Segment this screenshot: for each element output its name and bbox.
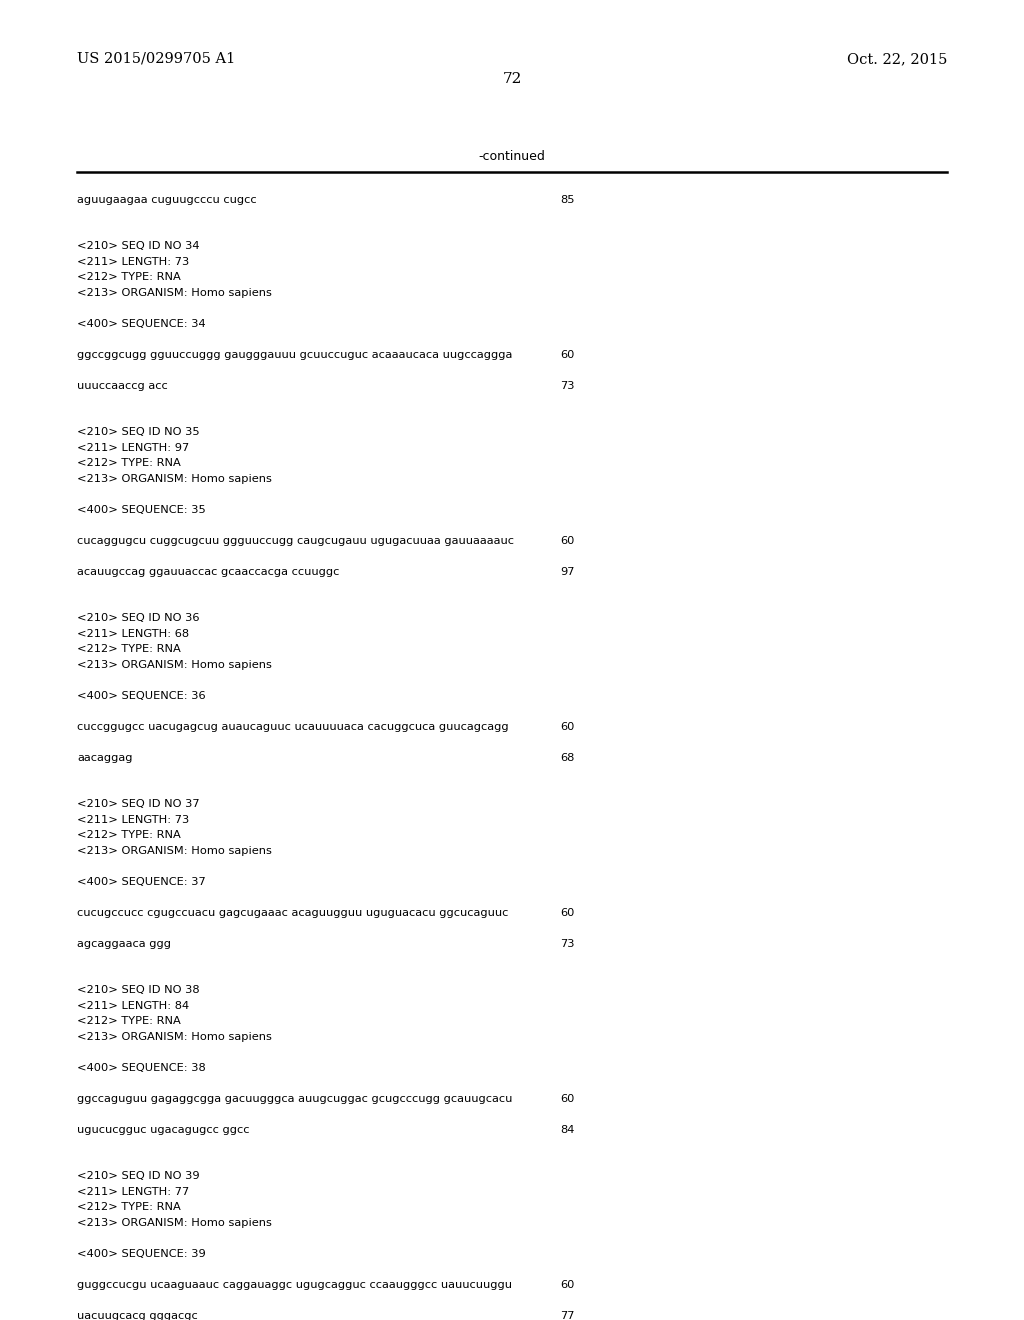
Text: <400> SEQUENCE: 39: <400> SEQUENCE: 39 xyxy=(77,1249,206,1259)
Text: <400> SEQUENCE: 37: <400> SEQUENCE: 37 xyxy=(77,876,206,887)
Text: 68: 68 xyxy=(560,752,574,763)
Text: <400> SEQUENCE: 34: <400> SEQUENCE: 34 xyxy=(77,319,206,329)
Text: <213> ORGANISM: Homo sapiens: <213> ORGANISM: Homo sapiens xyxy=(77,660,272,671)
Text: <210> SEQ ID NO 37: <210> SEQ ID NO 37 xyxy=(77,800,200,809)
Text: aguugaagaa cuguugcccu cugcc: aguugaagaa cuguugcccu cugcc xyxy=(77,195,257,205)
Text: US 2015/0299705 A1: US 2015/0299705 A1 xyxy=(77,51,236,66)
Text: <211> LENGTH: 77: <211> LENGTH: 77 xyxy=(77,1187,189,1197)
Text: 72: 72 xyxy=(503,73,521,86)
Text: <210> SEQ ID NO 38: <210> SEQ ID NO 38 xyxy=(77,986,200,995)
Text: uuuccaaccg acc: uuuccaaccg acc xyxy=(77,381,168,391)
Text: <212> TYPE: RNA: <212> TYPE: RNA xyxy=(77,272,181,282)
Text: 73: 73 xyxy=(560,939,574,949)
Text: 77: 77 xyxy=(560,1311,574,1320)
Text: <211> LENGTH: 68: <211> LENGTH: 68 xyxy=(77,630,189,639)
Text: 60: 60 xyxy=(560,350,574,360)
Text: 60: 60 xyxy=(560,536,574,546)
Text: <212> TYPE: RNA: <212> TYPE: RNA xyxy=(77,1016,181,1027)
Text: agcaggaaca ggg: agcaggaaca ggg xyxy=(77,939,171,949)
Text: <211> LENGTH: 97: <211> LENGTH: 97 xyxy=(77,444,189,453)
Text: Oct. 22, 2015: Oct. 22, 2015 xyxy=(847,51,947,66)
Text: uacuugcacg gggacgc: uacuugcacg gggacgc xyxy=(77,1311,198,1320)
Text: <210> SEQ ID NO 39: <210> SEQ ID NO 39 xyxy=(77,1172,200,1181)
Text: <400> SEQUENCE: 38: <400> SEQUENCE: 38 xyxy=(77,1063,206,1073)
Text: <211> LENGTH: 73: <211> LENGTH: 73 xyxy=(77,814,189,825)
Text: ggccggcugg gguuccuggg gaugggauuu gcuuccuguc acaaaucaca uugccaggga: ggccggcugg gguuccuggg gaugggauuu gcuuccu… xyxy=(77,350,512,360)
Text: <213> ORGANISM: Homo sapiens: <213> ORGANISM: Homo sapiens xyxy=(77,1032,272,1041)
Text: <210> SEQ ID NO 35: <210> SEQ ID NO 35 xyxy=(77,428,200,437)
Text: 84: 84 xyxy=(560,1125,574,1135)
Text: guggccucgu ucaaguaauc caggauaggc ugugcagguc ccaaugggcc uauucuuggu: guggccucgu ucaaguaauc caggauaggc ugugcag… xyxy=(77,1280,512,1290)
Text: <212> TYPE: RNA: <212> TYPE: RNA xyxy=(77,644,181,655)
Text: <211> LENGTH: 73: <211> LENGTH: 73 xyxy=(77,257,189,267)
Text: 60: 60 xyxy=(560,1094,574,1104)
Text: 85: 85 xyxy=(560,195,574,205)
Text: cuccggugcc uacugagcug auaucaguuc ucauuuuaca cacuggcuca guucagcagg: cuccggugcc uacugagcug auaucaguuc ucauuuu… xyxy=(77,722,509,733)
Text: <212> TYPE: RNA: <212> TYPE: RNA xyxy=(77,830,181,841)
Text: <213> ORGANISM: Homo sapiens: <213> ORGANISM: Homo sapiens xyxy=(77,474,272,484)
Text: <400> SEQUENCE: 36: <400> SEQUENCE: 36 xyxy=(77,690,206,701)
Text: <213> ORGANISM: Homo sapiens: <213> ORGANISM: Homo sapiens xyxy=(77,1218,272,1228)
Text: 60: 60 xyxy=(560,1280,574,1290)
Text: <212> TYPE: RNA: <212> TYPE: RNA xyxy=(77,1203,181,1213)
Text: 97: 97 xyxy=(560,568,574,577)
Text: cucugccucc cgugccuacu gagcugaaac acaguugguu uguguacacu ggcucaguuc: cucugccucc cgugccuacu gagcugaaac acaguug… xyxy=(77,908,508,917)
Text: 60: 60 xyxy=(560,908,574,917)
Text: -continued: -continued xyxy=(478,150,546,162)
Text: cucaggugcu cuggcugcuu ggguuccugg caugcugauu ugugacuuaa gauuaaaauc: cucaggugcu cuggcugcuu ggguuccugg caugcug… xyxy=(77,536,514,546)
Text: <210> SEQ ID NO 36: <210> SEQ ID NO 36 xyxy=(77,614,200,623)
Text: <210> SEQ ID NO 34: <210> SEQ ID NO 34 xyxy=(77,242,200,252)
Text: acauugccag ggauuaccac gcaaccacga ccuuggc: acauugccag ggauuaccac gcaaccacga ccuuggc xyxy=(77,568,339,577)
Text: <400> SEQUENCE: 35: <400> SEQUENCE: 35 xyxy=(77,506,206,515)
Text: ugucucgguc ugacagugcc ggcc: ugucucgguc ugacagugcc ggcc xyxy=(77,1125,250,1135)
Text: <212> TYPE: RNA: <212> TYPE: RNA xyxy=(77,458,181,469)
Text: <213> ORGANISM: Homo sapiens: <213> ORGANISM: Homo sapiens xyxy=(77,846,272,855)
Text: 73: 73 xyxy=(560,381,574,391)
Text: 60: 60 xyxy=(560,722,574,733)
Text: <211> LENGTH: 84: <211> LENGTH: 84 xyxy=(77,1001,189,1011)
Text: aacaggag: aacaggag xyxy=(77,752,132,763)
Text: <213> ORGANISM: Homo sapiens: <213> ORGANISM: Homo sapiens xyxy=(77,288,272,298)
Text: ggccaguguu gagaggcgga gacuugggca auugcuggac gcugcccugg gcauugcacu: ggccaguguu gagaggcgga gacuugggca auugcug… xyxy=(77,1094,512,1104)
